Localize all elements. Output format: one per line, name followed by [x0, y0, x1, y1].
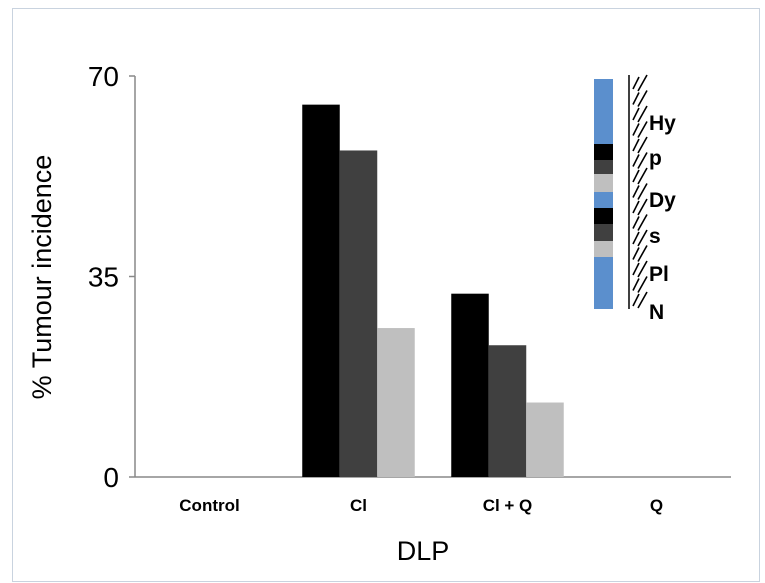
- legend-slash: [637, 167, 648, 185]
- legend: Hy p Dy s Pl N: [594, 74, 676, 324]
- legend-slash: [632, 92, 640, 105]
- y-tick-label: 70: [88, 61, 119, 92]
- bar-cl-q-series-3: [526, 402, 564, 477]
- legend-slash: [637, 214, 648, 231]
- legend-slash: [632, 216, 640, 229]
- x-tick-labels: Control Cl Cl + Q Q: [179, 496, 663, 515]
- bar-cl-q-series-1: [451, 293, 489, 477]
- legend-slash: [637, 276, 648, 293]
- legend-slash: [632, 154, 640, 167]
- bars: [302, 104, 564, 478]
- legend-slash: [637, 121, 648, 138]
- bar-cl-series-3: [377, 328, 415, 477]
- legend-label: s: [649, 225, 661, 248]
- legend-color-block: [594, 160, 613, 174]
- y-ticks: [129, 75, 135, 478]
- legend-slash: [637, 260, 648, 278]
- legend-slash: [632, 185, 640, 198]
- bar-chart: 0 35 70 Control Cl Cl + Q Q DLP % Tumour inci…: [27, 61, 731, 566]
- bar-cl-q-series-2: [488, 345, 527, 477]
- legend-slash: [637, 136, 648, 154]
- legend-slash: [632, 247, 640, 260]
- legend-color-block: [594, 224, 613, 241]
- x-tick-label: Cl: [350, 496, 367, 515]
- legend-slash: [632, 123, 640, 136]
- legend-slash: [632, 231, 640, 245]
- bar-cl-series-2: [339, 150, 378, 477]
- legend-slash: [632, 138, 640, 152]
- legend-label: Dy: [649, 189, 676, 212]
- x-tick-label: Control: [179, 496, 239, 515]
- x-tick-label: Cl + Q: [483, 496, 533, 515]
- legend-slash: [637, 105, 648, 123]
- legend-label: Hy: [649, 112, 676, 135]
- legend-color-block: [594, 208, 613, 224]
- legend-slash: [632, 200, 640, 214]
- legend-color-block: [594, 144, 613, 160]
- legend-color-block: [594, 174, 613, 192]
- legend-slash: [637, 245, 648, 262]
- legend-slash: [632, 278, 640, 291]
- legend-label: Pl: [649, 263, 669, 286]
- legend-label: N: [649, 301, 664, 324]
- legend-slash: [632, 76, 640, 90]
- axes: 0 35 70 Control Cl Cl + Q Q: [88, 61, 731, 515]
- y-tick-labels: 0 35 70: [88, 61, 119, 493]
- legend-slash: [632, 169, 640, 183]
- x-axis-title: DLP: [397, 536, 450, 566]
- legend-labels: Hy p Dy s Pl N: [649, 112, 676, 324]
- legend-slash: [637, 183, 648, 200]
- legend-slash: [637, 74, 648, 92]
- legend-slash: [632, 107, 640, 121]
- y-axis-title: % Tumour incidence: [27, 155, 57, 400]
- legend-color-block: [594, 241, 613, 257]
- legend-slash: [632, 262, 640, 276]
- legend-slash: [632, 293, 640, 307]
- legend-slash: [637, 198, 648, 216]
- legend-slash: [637, 152, 648, 169]
- chart-frame: 0 35 70 Control Cl Cl + Q Q DLP % Tumour inci…: [12, 8, 760, 582]
- legend-color-block: [594, 192, 613, 208]
- legend-label: p: [649, 147, 662, 170]
- legend-color-blocks: [594, 79, 613, 309]
- x-tick-label: Q: [650, 496, 663, 515]
- legend-slash: [637, 291, 648, 309]
- legend-color-block: [594, 79, 613, 144]
- y-tick-label: 35: [88, 262, 119, 293]
- legend-slash: [637, 90, 648, 107]
- y-tick-label: 0: [103, 462, 119, 493]
- legend-tick-marks: [628, 74, 648, 309]
- legend-slash: [637, 229, 648, 247]
- legend-color-block: [594, 257, 613, 309]
- bar-cl-series-1: [302, 104, 340, 478]
